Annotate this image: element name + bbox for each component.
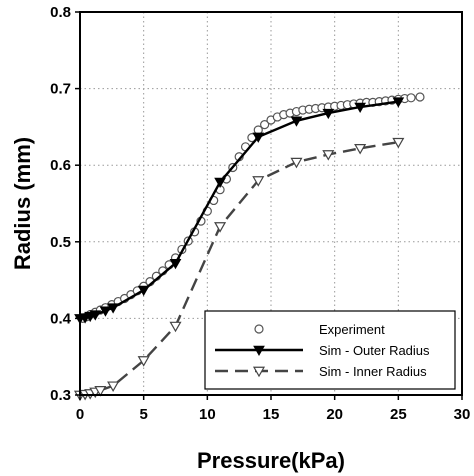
data-point [260, 120, 270, 130]
data-point [169, 258, 182, 270]
series-line [79, 100, 399, 320]
data-point [392, 137, 405, 149]
data-point [214, 222, 227, 233]
data-point [137, 285, 150, 297]
data-point [214, 177, 226, 189]
y-tick-label: 0.7 [50, 81, 71, 98]
x-tick-label: 20 [326, 406, 343, 423]
y-tick-label: 0.8 [50, 4, 71, 21]
data-point [99, 306, 112, 317]
data-point [322, 150, 335, 161]
data-point [290, 116, 303, 127]
legend-label: Sim - Inner Radius [319, 364, 427, 379]
y-tick-label: 0.5 [50, 234, 71, 251]
x-axis-title: Pressure(kPa) [197, 448, 345, 473]
data-point [169, 321, 182, 333]
data-point [392, 97, 405, 108]
y-axis-title: Radius (mm) [10, 137, 35, 270]
data-point [252, 132, 265, 143]
data-point [354, 143, 367, 155]
data-point [107, 381, 120, 393]
y-tick-label: 0.6 [50, 157, 71, 174]
legend-swatch-marker [254, 324, 264, 334]
grid [80, 12, 462, 395]
data-point [406, 93, 416, 103]
data-point [89, 310, 102, 321]
x-tick-label: 30 [454, 406, 471, 423]
data-point [107, 303, 119, 314]
legend-label: Sim - Outer Radius [319, 343, 430, 358]
data-point [252, 176, 265, 187]
y-tick-label: 0.4 [50, 310, 72, 327]
x-tick-label: 10 [199, 406, 216, 423]
series-1 [74, 97, 405, 325]
legend-swatch-marker [252, 366, 266, 378]
series-0 [77, 92, 425, 323]
x-tick-label: 5 [139, 406, 147, 423]
data-point [415, 92, 425, 102]
legend: Experiment Sim - Outer Radius Sim - Inner … [204, 310, 456, 390]
tick-layer: 0 5 10 15 20 25 30 0.3 0.4 0.5 0.6 0.7 0.8 [50, 4, 470, 423]
data-point [322, 108, 335, 120]
legend-swatch-marker [253, 345, 265, 357]
legend-label: Experiment [319, 322, 385, 337]
data-point [94, 386, 107, 397]
x-tick-label: 25 [390, 406, 407, 423]
y-tick-label: 0.3 [50, 387, 71, 404]
data-point [354, 102, 366, 113]
data-point [290, 157, 303, 169]
data-point [137, 356, 150, 367]
x-tick-label: 0 [76, 406, 84, 423]
x-tick-label: 15 [263, 406, 280, 423]
